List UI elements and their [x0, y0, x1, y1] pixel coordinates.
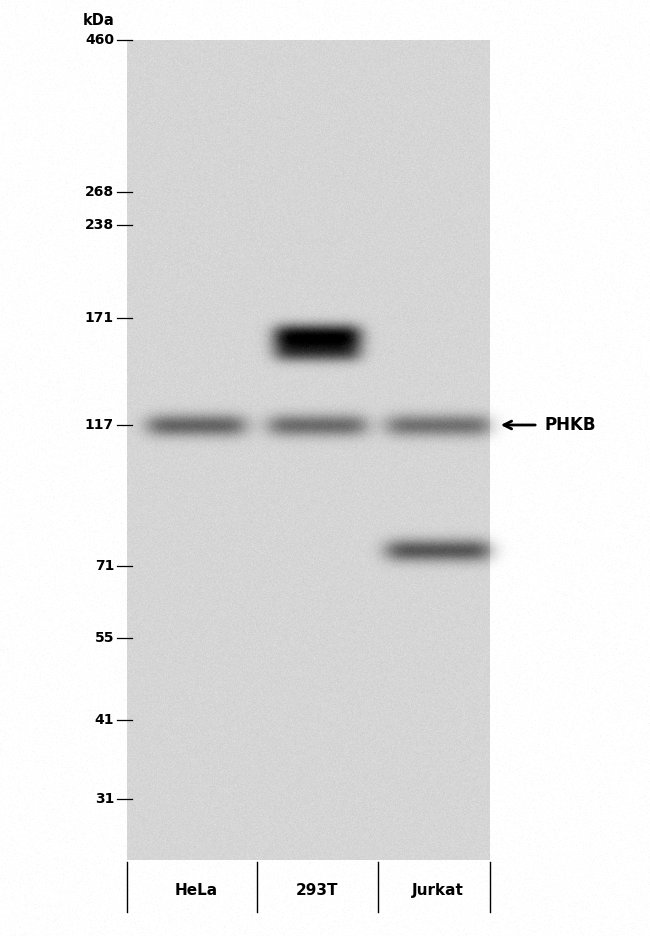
Text: 171: 171 — [85, 311, 114, 325]
Text: 117: 117 — [85, 418, 114, 432]
Text: PHKB: PHKB — [544, 416, 595, 434]
Text: 238: 238 — [85, 218, 114, 232]
Text: kDa: kDa — [83, 13, 114, 28]
Text: 268: 268 — [85, 185, 114, 199]
Text: Jurkat: Jurkat — [412, 883, 464, 898]
Text: 55: 55 — [94, 631, 114, 645]
Text: 71: 71 — [95, 559, 114, 573]
Text: HeLa: HeLa — [174, 883, 218, 898]
Text: 293T: 293T — [296, 883, 338, 898]
Text: 31: 31 — [95, 792, 114, 806]
Text: 41: 41 — [94, 713, 114, 727]
Text: 460: 460 — [85, 33, 114, 47]
